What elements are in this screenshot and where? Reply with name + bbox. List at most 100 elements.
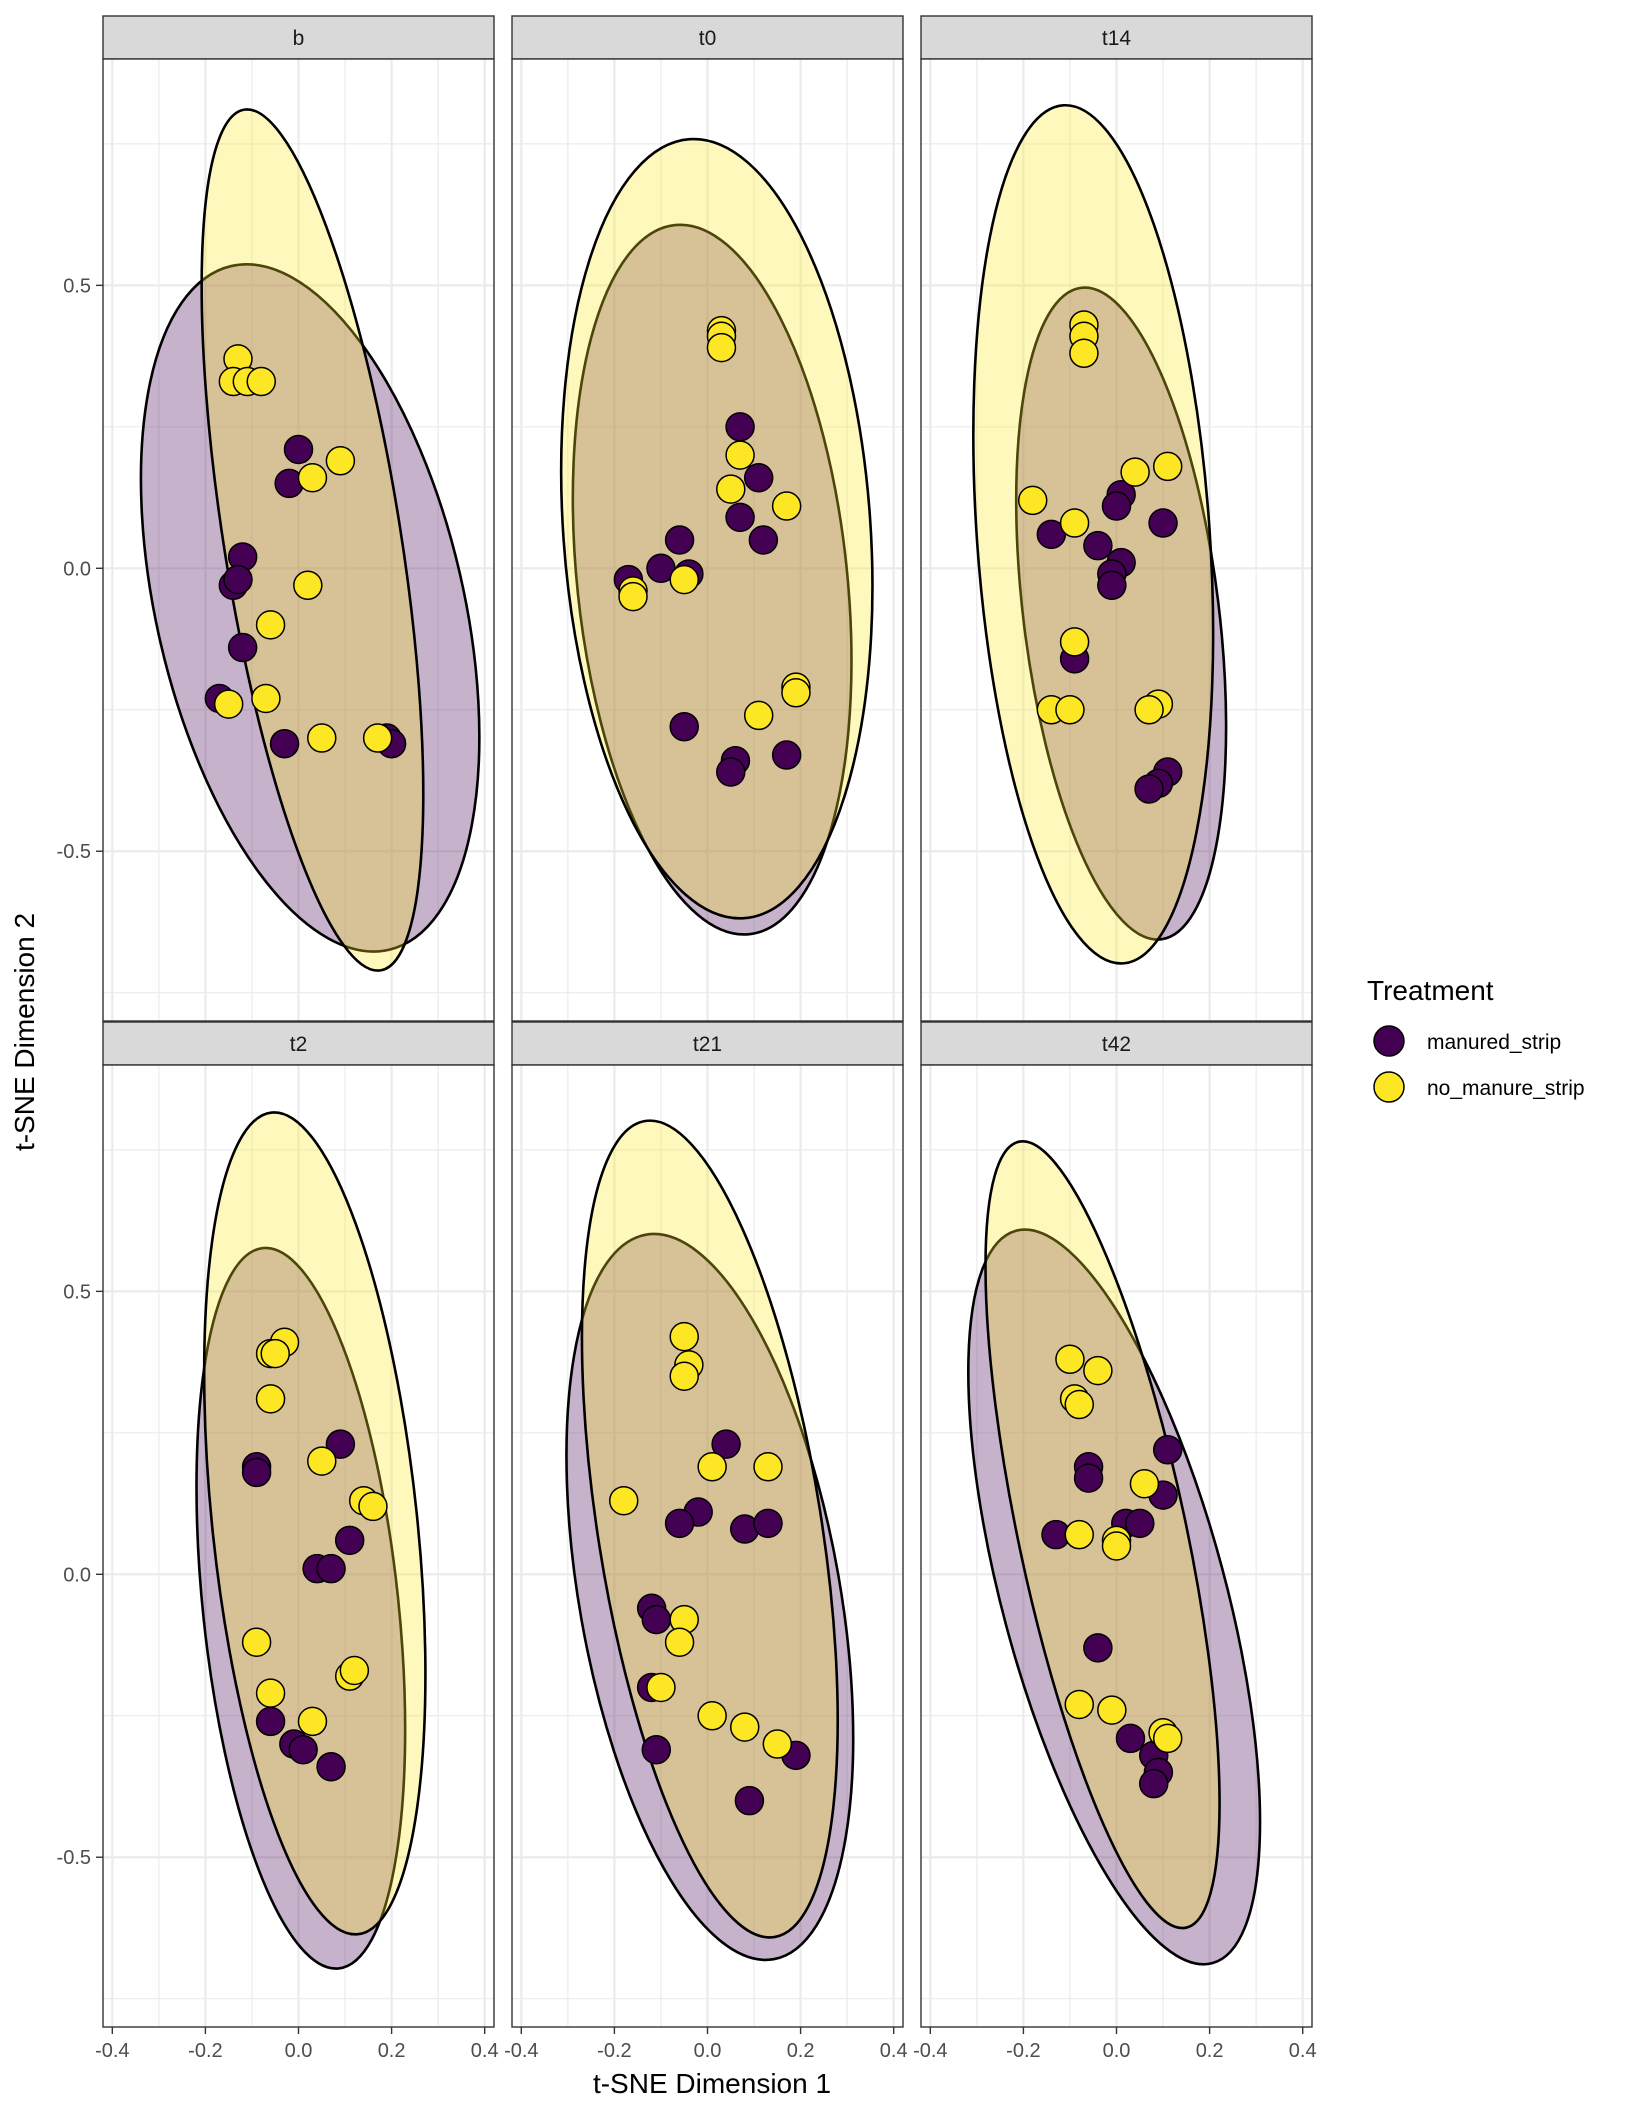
facet-strip [920,1021,1313,1066]
y-tick-label: -0.5 [57,841,91,863]
y-tick-label: 0.5 [63,1281,91,1303]
point-manured_strip [734,1785,765,1816]
point-no_manure_strip [1059,627,1090,657]
legend-key-manured_strip [1373,1025,1405,1057]
point-no_manure_strip [1069,338,1099,369]
point-manured_strip [1148,508,1178,538]
x-tick-label: 0.2 [787,2040,815,2062]
point-no_manure_strip [325,446,356,476]
panel-t2: t2 [102,1021,495,2028]
facet-strip [102,1021,495,1066]
panel-content [972,103,1228,965]
panel-t21: t21 [511,1021,904,2028]
point-no_manure_strip [1152,451,1183,482]
point-no_manure_strip [255,610,286,640]
point-manured_strip [716,757,746,787]
facet-strip [511,15,904,60]
point-no_manure_strip [1134,695,1164,725]
point-manured_strip [334,1525,365,1556]
facet-strip [920,15,1313,60]
legend-entries: manured_strip no_manure_strip [1373,1025,1585,1103]
panel-content [967,1139,1262,1966]
facet-label: t42 [1102,1033,1131,1056]
facet-label: t21 [693,1033,722,1056]
y-tick-label: 0.0 [63,558,91,580]
point-manured_strip [753,1508,783,1539]
point-no_manure_strip [213,689,244,719]
ellipse-manured_strip [195,1246,407,1970]
series-no_manure_strip [618,315,811,731]
point-manured_strip [725,412,755,442]
point-no_manure_strip [246,366,277,397]
point-no_manure_strip [743,700,774,731]
point-no_manure_strip [1129,1469,1160,1499]
point-manured_strip [1152,1435,1183,1465]
point-manured_strip [743,463,774,493]
facet-label: t14 [1102,27,1132,50]
point-no_manure_strip [618,581,648,612]
point-no_manure_strip [762,1729,793,1759]
point-no_manure_strip [1059,508,1090,538]
point-manured_strip [269,728,300,759]
panel-border [920,58,1313,1022]
point-no_manure_strip [1055,1344,1085,1375]
point-no_manure_strip [716,474,746,504]
panel-border [511,58,904,1022]
point-manured_strip [641,1734,672,1765]
point-no_manure_strip [1152,1723,1183,1754]
point-no_manure_strip [1064,1519,1095,1550]
point-no_manure_strip [255,1678,286,1708]
panel-t14: t14 [920,15,1313,1022]
series-no_manure_strip [213,344,393,753]
x-tick-label: 0.4 [1289,2040,1317,2062]
point-no_manure_strip [669,564,699,595]
point-no_manure_strip [293,570,323,601]
series-manured_strip [636,1429,811,1816]
point-no_manure_strip [608,1485,639,1516]
point-no_manure_strip [669,1321,699,1352]
panel-content [139,108,481,972]
x-tick-label: -0.2 [1006,2040,1040,2062]
x-axis-title: t-SNE Dimension 1 [593,2068,831,2099]
x-tick-label: 0.0 [285,2040,313,2062]
series-no_manure_strip [1055,1344,1183,1754]
series-manured_strip [1036,479,1183,804]
point-no_manure_strip [664,1627,695,1657]
panel-t0: t0 [511,15,904,1022]
point-no_manure_strip [725,440,755,470]
ellipse-manured_strip [139,263,481,953]
point-no_manure_strip [697,1701,727,1731]
panel-t42: t42 [920,1021,1313,2028]
point-no_manure_strip [251,683,281,714]
point-manured_strip [664,525,695,555]
point-manured_strip [1134,774,1164,804]
axes-layer: -0.50.00.5-0.50.00.5-0.4 -0.2 0.0 0.2 0.4 -0.… [57,275,1317,2062]
point-no_manure_strip [1101,1531,1132,1561]
x-tick-label: -0.2 [188,2040,222,2062]
point-no_manure_strip [1097,1695,1127,1725]
point-no_manure_strip [362,723,393,753]
point-manured_strip [1101,491,1132,521]
point-manured_strip [711,1429,741,1459]
series-manured_strip [241,1429,365,1782]
point-manured_strip [1097,570,1127,601]
point-manured_strip [1073,1463,1104,1493]
x-tick-label: 0.0 [694,2040,722,2062]
point-no_manure_strip [307,1446,337,1476]
point-manured_strip [223,564,253,595]
ellipse-no_manure_strip [559,137,874,920]
point-manured_strip [255,1706,286,1737]
point-manured_strip [1083,1633,1113,1663]
point-no_manure_strip [307,723,337,753]
legend-label-manured_strip: manured_strip [1427,1031,1561,1054]
point-no_manure_strip [753,1452,783,1482]
series-no_manure_strip [608,1321,793,1759]
point-no_manure_strip [697,1452,727,1482]
x-tick-label: 0.2 [1196,2040,1224,2062]
point-manured_strip [241,1457,272,1488]
point-no_manure_strip [729,1712,760,1742]
point-no_manure_strip [771,491,802,521]
point-no_manure_strip [339,1655,370,1686]
point-no_manure_strip [781,678,811,708]
legend: Treatment manured_strip no_manure_strip [1367,975,1585,1103]
